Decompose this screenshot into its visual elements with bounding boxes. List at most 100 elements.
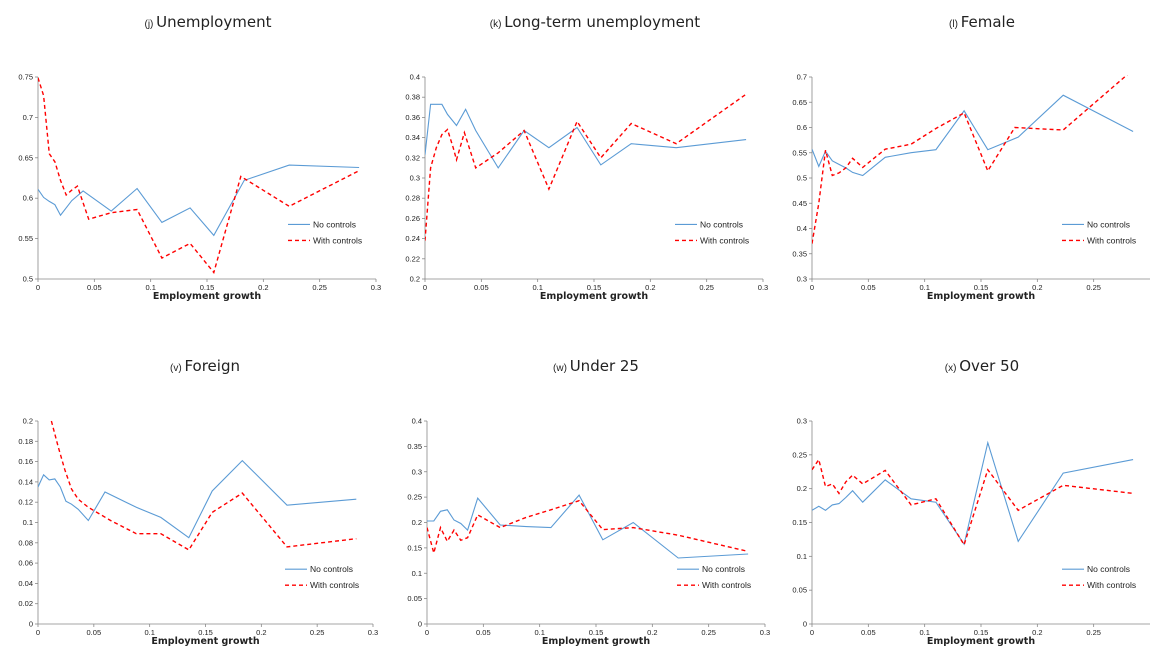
y-tick-label: 0.02 xyxy=(18,599,33,608)
legend-label: No controls xyxy=(700,219,743,229)
y-tick-label: 0 xyxy=(418,620,422,629)
x-tick-label: 0.25 xyxy=(312,283,327,292)
chart-title: (l) Female xyxy=(949,13,1015,31)
y-tick-label: 0.3 xyxy=(797,275,807,284)
series-line-no-controls xyxy=(425,103,747,169)
y-tick-label: 0.16 xyxy=(18,457,33,466)
x-tick-label: 0.25 xyxy=(310,628,325,637)
series-line-with-controls xyxy=(427,499,749,556)
legend-label: With controls xyxy=(702,580,751,590)
x-axis-label: Employment growth xyxy=(927,291,1035,302)
legend-label: With controls xyxy=(313,235,362,245)
x-tick-label: 0.1 xyxy=(532,283,542,292)
x-tick-label: 0.05 xyxy=(861,628,876,637)
x-tick-label: 0.05 xyxy=(474,283,489,292)
chart-title: (j) Unemployment xyxy=(145,13,272,31)
legend-label: No controls xyxy=(1087,564,1130,574)
y-tick-label: 0.35 xyxy=(407,442,422,451)
x-tick-label: 0.2 xyxy=(1032,628,1042,637)
y-tick-label: 0.24 xyxy=(405,234,420,243)
chart-panel: (x) Over 50 0 0.05 0.1 0.15 0.2 0.25 0.3 0 0.05 0.… xyxy=(792,357,1150,647)
legend-label: No controls xyxy=(313,219,356,229)
chart-title-text: Under 25 xyxy=(570,357,639,375)
y-tick-label: 0.55 xyxy=(18,234,33,243)
y-tick-label: 0.05 xyxy=(407,594,422,603)
x-tick-label: 0 xyxy=(36,283,40,292)
x-axis-label: Employment growth xyxy=(927,636,1035,647)
chart-title: (k) Long-term unemployment xyxy=(490,13,701,31)
x-tick-label: 0 xyxy=(810,628,814,637)
x-tick-label: 0.1 xyxy=(919,283,929,292)
y-tick-label: 0.4 xyxy=(797,224,807,233)
series-line-with-controls xyxy=(812,457,1134,547)
x-tick-label: 0.25 xyxy=(699,283,714,292)
x-tick-label: 0.2 xyxy=(645,283,655,292)
y-tick-label: 0.2 xyxy=(797,484,807,493)
y-tick-label: 0.6 xyxy=(23,194,33,203)
y-tick-label: 0.75 xyxy=(18,73,33,82)
x-tick-label: 0.2 xyxy=(256,628,266,637)
chart-panel: (l) Female 0.3 0.35 0.4 0.45 0.5 0.55 0.6 0.65 0.… xyxy=(792,13,1150,302)
x-tick-label: 0.1 xyxy=(144,628,154,637)
x-tick-label: 0.25 xyxy=(701,628,716,637)
y-tick-label: 0.65 xyxy=(792,98,807,107)
x-tick-label: 0.1 xyxy=(534,628,544,637)
y-tick-label: 0.4 xyxy=(410,73,420,82)
y-tick-label: 0.28 xyxy=(405,194,420,203)
x-tick-label: 0.2 xyxy=(1032,283,1042,292)
y-tick-label: 0.36 xyxy=(405,113,420,122)
x-axis-label: Employment growth xyxy=(151,636,259,647)
chart-panel-label: (x) xyxy=(945,363,959,374)
y-tick-label: 0.25 xyxy=(792,450,807,459)
chart-title-text: Foreign xyxy=(184,357,240,375)
x-axis-label: Employment growth xyxy=(540,291,648,302)
x-tick-label: 0.15 xyxy=(974,283,989,292)
x-tick-label: 0.1 xyxy=(919,628,929,637)
chart-panel-label: (j) xyxy=(145,19,157,30)
series-line-no-controls xyxy=(812,94,1134,177)
series-line-no-controls xyxy=(427,494,749,559)
y-tick-label: 0.25 xyxy=(407,493,422,502)
y-tick-label: 0.05 xyxy=(792,586,807,595)
chart-title-text: Unemployment xyxy=(156,13,271,31)
y-tick-label: 0.04 xyxy=(18,579,33,588)
chart-title: (x) Over 50 xyxy=(945,357,1019,375)
series-line-with-controls xyxy=(38,77,360,274)
x-tick-label: 0.15 xyxy=(589,628,604,637)
x-tick-label: 0.15 xyxy=(587,283,602,292)
y-tick-label: 0.06 xyxy=(18,559,33,568)
y-tick-label: 0.2 xyxy=(412,518,422,527)
x-axis-label: Employment growth xyxy=(542,636,650,647)
x-tick-label: 0.2 xyxy=(647,628,657,637)
chart-panel: (j) Unemployment 0.5 0.55 0.6 0.65 0.7 0.75 0 0.… xyxy=(18,13,381,302)
legend-label: No controls xyxy=(1087,219,1130,229)
x-tick-label: 0.05 xyxy=(476,628,491,637)
series-line-with-controls xyxy=(812,75,1128,244)
x-tick-label: 0.05 xyxy=(861,283,876,292)
y-tick-label: 0 xyxy=(803,620,807,629)
chart-panel-label: (l) xyxy=(949,19,961,30)
x-tick-label: 0.15 xyxy=(200,283,215,292)
chart-panel-label: (v) xyxy=(170,363,184,374)
y-tick-label: 0.18 xyxy=(18,437,33,446)
chart-panel: (w) Under 25 0 0.05 0.1 0.15 0.2 0.25 0.3 0.35 0.… xyxy=(407,357,770,647)
y-tick-label: 0.4 xyxy=(412,417,422,426)
y-tick-label: 0.38 xyxy=(405,93,420,102)
y-tick-label: 0.26 xyxy=(405,214,420,223)
x-tick-label: 0.25 xyxy=(1086,283,1101,292)
y-tick-label: 0.32 xyxy=(405,153,420,162)
chart-panel-label: (k) xyxy=(490,19,504,30)
legend-label: With controls xyxy=(1087,235,1136,245)
x-tick-label: 0.1 xyxy=(145,283,155,292)
x-tick-label: 0.05 xyxy=(87,283,102,292)
legend-label: With controls xyxy=(1087,580,1136,590)
x-tick-label: 0 xyxy=(423,283,427,292)
chart-title-text: Female xyxy=(961,13,1015,31)
x-tick-label: 0.2 xyxy=(258,283,268,292)
y-tick-label: 0.08 xyxy=(18,538,33,547)
x-tick-label: 0.25 xyxy=(1086,628,1101,637)
y-tick-label: 0.7 xyxy=(23,113,33,122)
chart-panel-label: (w) xyxy=(553,363,570,374)
y-tick-label: 0.2 xyxy=(410,275,420,284)
